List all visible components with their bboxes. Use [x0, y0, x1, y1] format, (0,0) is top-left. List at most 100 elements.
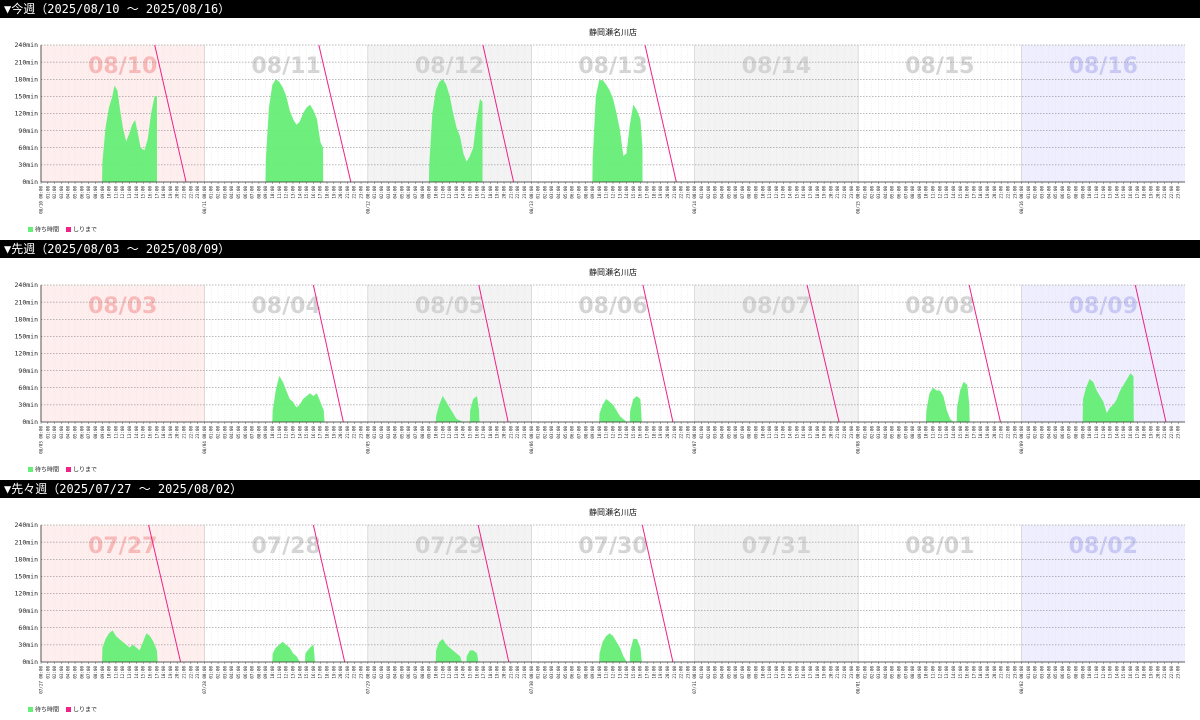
wait-time-area — [926, 381, 970, 423]
x-tick-label: 21:00 — [1162, 666, 1167, 679]
legend-label-wait: 待ち時間 — [35, 226, 59, 234]
x-tick-label: 21:00 — [508, 186, 513, 199]
x-tick-label: 16:00 — [965, 186, 970, 199]
x-tick-label: 23:00 — [1176, 666, 1181, 679]
x-tick-label: 22:00 — [515, 186, 520, 199]
x-tick-label: 17:00 — [971, 186, 976, 199]
wait-time-area — [272, 375, 325, 423]
until-line — [477, 524, 510, 663]
x-tick-label: 23:00 — [1012, 426, 1017, 439]
x-tick-label: 16:00 — [1128, 186, 1133, 199]
x-tick-label: 17:00 — [1135, 426, 1140, 439]
x-tick-label: 04:00 — [556, 666, 561, 679]
x-tick-label: 01:00 — [862, 186, 867, 199]
legend-swatch-until — [66, 467, 71, 472]
x-tick-label: 11:00 — [604, 666, 609, 679]
x-tick-label: 19:00 — [168, 186, 173, 199]
x-tick-label: 06:00 — [1060, 186, 1065, 199]
x-tick-label: 12:00 — [774, 186, 779, 199]
y-tick-label: 150min — [15, 93, 39, 101]
x-tick-label: 09:00 — [917, 666, 922, 679]
x-tick-label: 06:00 — [79, 666, 84, 679]
x-tick-label: 12:00 — [1101, 666, 1106, 679]
x-tick-label: 13:00 — [944, 426, 949, 439]
x-tick-label: 18:00 — [978, 186, 983, 199]
x-tick-label: 18:00 — [978, 426, 983, 439]
x-tick-label: 04:00 — [719, 666, 724, 679]
x-tick-label: 16:00 — [638, 426, 643, 439]
x-tick-label: 10:00 — [597, 666, 602, 679]
x-tick-label: 20:00 — [665, 186, 670, 199]
x-tick-label: 07:00 — [250, 666, 255, 679]
x-tick-label: 03:00 — [549, 666, 554, 679]
x-tick-label: 08/07 00:00 — [692, 426, 697, 454]
until-line — [642, 284, 674, 423]
week-section-last: ▼先週（2025/08/03 〜 2025/08/09） 08/03 08/04 0… — [0, 240, 1200, 480]
x-tick-label: 12:00 — [120, 186, 125, 199]
x-tick-label: 15:00 — [958, 186, 963, 199]
x-tick-label: 20:00 — [828, 426, 833, 439]
x-tick-label: 05:00 — [1053, 426, 1058, 439]
x-tick-label: 12:00 — [284, 186, 289, 199]
x-tick-label: 23:00 — [195, 426, 200, 439]
x-tick-label: 17:00 — [808, 666, 813, 679]
x-tick-label: 22:00 — [352, 426, 357, 439]
y-tick-label: 60min — [18, 624, 38, 632]
x-tick-label: 20:00 — [828, 666, 833, 679]
y-tick-label: 210min — [15, 538, 39, 546]
x-tick-label: 05:00 — [399, 186, 404, 199]
legend-swatch-wait — [28, 467, 33, 472]
until-line — [154, 44, 187, 183]
x-tick-label: 12:00 — [937, 666, 942, 679]
x-tick-label: 15:00 — [304, 666, 309, 679]
x-tick-label: 01:00 — [699, 666, 704, 679]
x-tick-label: 09:00 — [100, 186, 105, 199]
x-tick-label: 16:00 — [638, 666, 643, 679]
x-tick-label: 19:00 — [658, 426, 663, 439]
x-tick-label: 02:00 — [706, 666, 711, 679]
x-tick-label: 07:00 — [740, 186, 745, 199]
x-tick-label: 21:00 — [835, 426, 840, 439]
x-tick-label: 18:00 — [488, 186, 493, 199]
x-tick-label: 22:00 — [1169, 426, 1174, 439]
x-tick-label: 19:00 — [1148, 426, 1153, 439]
week-header: ▼先々週（2025/07/27 〜 2025/08/02） — [0, 480, 1200, 498]
x-tick-label: 06:00 — [733, 666, 738, 679]
x-tick-label: 01:00 — [209, 666, 214, 679]
x-tick-label: 20:00 — [828, 186, 833, 199]
x-tick-label: 09:00 — [1080, 666, 1085, 679]
x-tick-label: 07:00 — [413, 426, 418, 439]
wait-time-area — [265, 78, 324, 183]
x-tick-label: 01:00 — [536, 186, 541, 199]
x-tick-label: 15:00 — [958, 426, 963, 439]
x-tick-label: 13:00 — [454, 426, 459, 439]
x-tick-label: 16:00 — [311, 666, 316, 679]
x-tick-label: 20:00 — [502, 426, 507, 439]
x-tick-label: 21:00 — [345, 186, 350, 199]
x-tick-label: 13:00 — [781, 426, 786, 439]
x-tick-label: 19:00 — [1148, 666, 1153, 679]
x-tick-label: 08/14 00:00 — [692, 186, 697, 214]
x-tick-label: 01:00 — [1026, 666, 1031, 679]
x-tick-label: 02:00 — [52, 666, 57, 679]
x-tick-label: 22:00 — [679, 666, 684, 679]
x-tick-label: 14:00 — [951, 426, 956, 439]
x-tick-label: 02:00 — [869, 186, 874, 199]
x-tick-label: 14:00 — [297, 666, 302, 679]
x-tick-label: 11:00 — [604, 426, 609, 439]
x-tick-label: 07:00 — [413, 666, 418, 679]
x-tick-label: 11:00 — [440, 186, 445, 199]
x-tick-label: 02:00 — [542, 186, 547, 199]
x-tick-label: 15:00 — [631, 426, 636, 439]
x-tick-label: 10:00 — [1087, 426, 1092, 439]
x-tick-label: 23:00 — [849, 186, 854, 199]
x-tick-label: 12:00 — [1101, 426, 1106, 439]
x-tick-label: 15:00 — [631, 666, 636, 679]
x-tick-label: 13:00 — [454, 186, 459, 199]
x-tick-label: 11:00 — [440, 426, 445, 439]
x-tick-label: 10:00 — [433, 186, 438, 199]
x-tick-label: 11:00 — [277, 186, 282, 199]
x-tick-label: 02:00 — [869, 426, 874, 439]
x-tick-label: 05:00 — [73, 426, 78, 439]
x-tick-label: 05:00 — [73, 666, 78, 679]
